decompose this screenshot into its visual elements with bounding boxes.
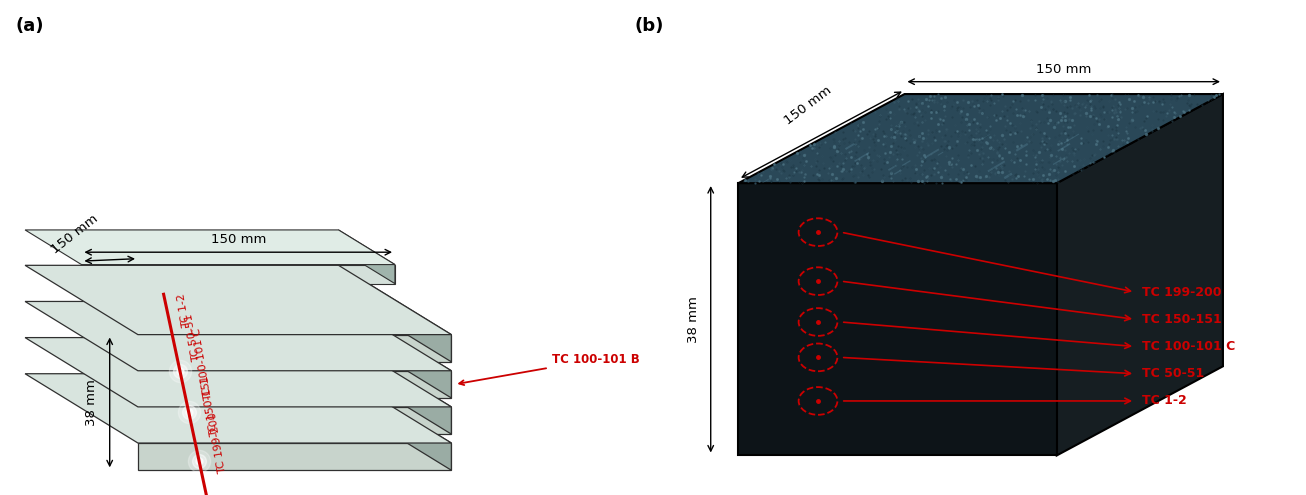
- Text: TC 150-151: TC 150-151: [1141, 313, 1221, 326]
- Text: 150 mm: 150 mm: [210, 233, 266, 247]
- Text: 38 mm: 38 mm: [687, 296, 700, 343]
- Text: TC 150-151: TC 150-151: [200, 375, 219, 438]
- Text: (b): (b): [635, 17, 663, 35]
- Text: 38 mm: 38 mm: [85, 379, 98, 426]
- Polygon shape: [138, 335, 452, 362]
- Text: TC 100-101 C: TC 100-101 C: [192, 327, 214, 401]
- Polygon shape: [138, 407, 452, 434]
- Text: TC 100-101 C: TC 100-101 C: [1141, 340, 1235, 353]
- Polygon shape: [138, 371, 452, 398]
- Polygon shape: [25, 338, 452, 407]
- Text: TC 1-2: TC 1-2: [1141, 395, 1187, 407]
- Polygon shape: [338, 338, 452, 434]
- Polygon shape: [138, 443, 452, 470]
- Text: TC 50-51: TC 50-51: [184, 313, 201, 362]
- Polygon shape: [738, 183, 1057, 455]
- Polygon shape: [338, 301, 452, 398]
- Text: 150 mm: 150 mm: [781, 84, 833, 127]
- Text: TC 199-200: TC 199-200: [1141, 286, 1221, 298]
- Polygon shape: [1057, 94, 1222, 455]
- Polygon shape: [25, 374, 452, 443]
- Polygon shape: [338, 230, 394, 284]
- Text: (a): (a): [16, 17, 44, 35]
- Polygon shape: [25, 301, 452, 371]
- Text: 150 mm: 150 mm: [48, 212, 101, 256]
- Text: TC 1-2: TC 1-2: [176, 292, 192, 328]
- Polygon shape: [338, 265, 452, 362]
- Polygon shape: [81, 265, 394, 284]
- Text: 150 mm: 150 mm: [1036, 63, 1092, 76]
- Polygon shape: [25, 265, 452, 335]
- Polygon shape: [738, 94, 1222, 183]
- Polygon shape: [338, 374, 452, 470]
- Text: TC 50-51: TC 50-51: [1141, 367, 1204, 380]
- Text: TC 199-200: TC 199-200: [208, 411, 227, 474]
- Text: TC 100-101 B: TC 100-101 B: [460, 353, 640, 385]
- Polygon shape: [25, 230, 394, 265]
